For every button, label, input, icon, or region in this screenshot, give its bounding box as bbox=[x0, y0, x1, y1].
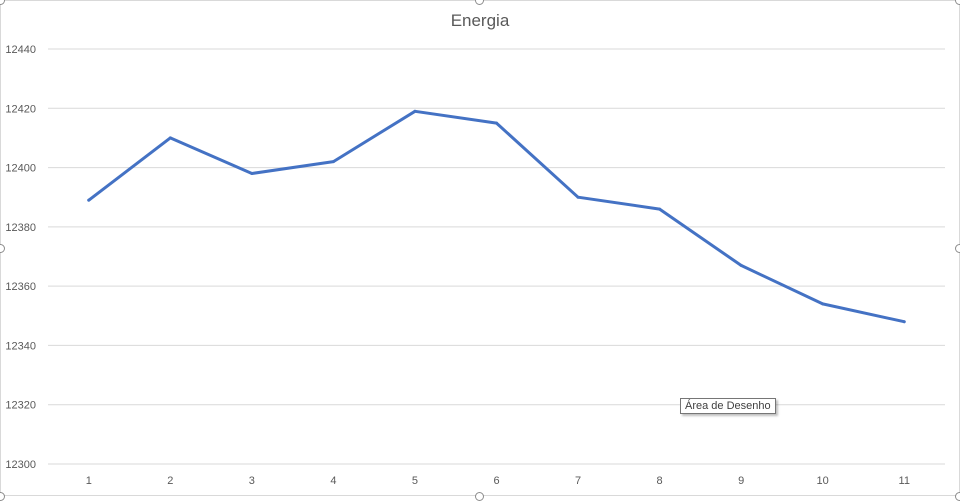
data-point-3[interactable] bbox=[250, 172, 254, 175]
data-point-11[interactable] bbox=[902, 320, 906, 324]
data-point-4[interactable] bbox=[331, 160, 335, 164]
data-point-5[interactable] bbox=[413, 109, 417, 113]
data-point-6[interactable] bbox=[495, 121, 498, 125]
y-tick-label-12380: 12380 bbox=[5, 222, 36, 234]
x-tick-label-4: 4 bbox=[330, 475, 336, 487]
x-tick-label-9: 9 bbox=[738, 475, 744, 487]
x-tick-label-8: 8 bbox=[657, 475, 663, 487]
x-tick-label-7: 7 bbox=[575, 475, 581, 487]
y-tick-label-12400: 12400 bbox=[5, 163, 36, 175]
plot-area-tooltip: Área de Desenho bbox=[680, 398, 776, 414]
resize-handle-middle-left[interactable] bbox=[0, 244, 5, 253]
chart-title[interactable]: Energia bbox=[450, 11, 510, 30]
data-point-10[interactable] bbox=[821, 302, 825, 306]
x-tick-label-6: 6 bbox=[493, 475, 499, 487]
resize-handle-top-right[interactable] bbox=[955, 0, 960, 5]
x-tick-label-10: 10 bbox=[817, 475, 829, 487]
resize-handle-top-center[interactable] bbox=[475, 0, 484, 5]
x-tick-label-3: 3 bbox=[249, 475, 255, 487]
data-point-2[interactable] bbox=[168, 136, 172, 140]
data-point-9[interactable] bbox=[739, 263, 743, 267]
y-tick-label-12300: 12300 bbox=[5, 459, 36, 471]
x-tick-label-11: 11 bbox=[899, 475, 910, 487]
x-tick-label-5: 5 bbox=[412, 475, 418, 487]
y-tick-label-12360: 12360 bbox=[5, 281, 36, 293]
resize-handle-top-left[interactable] bbox=[0, 0, 5, 5]
x-tick-label-1: 1 bbox=[86, 475, 92, 487]
resize-handle-middle-right[interactable] bbox=[955, 244, 960, 253]
data-point-8[interactable] bbox=[658, 207, 662, 211]
data-point-7[interactable] bbox=[576, 195, 580, 199]
y-tick-label-12420: 12420 bbox=[5, 103, 36, 115]
y-tick-label-12340: 12340 bbox=[5, 340, 36, 352]
y-tick-label-12440: 12440 bbox=[5, 44, 36, 56]
series-line-0[interactable] bbox=[87, 109, 906, 324]
data-point-1[interactable] bbox=[87, 198, 91, 202]
y-tick-label-12320: 12320 bbox=[5, 400, 36, 412]
x-tick-label-2: 2 bbox=[167, 475, 173, 487]
